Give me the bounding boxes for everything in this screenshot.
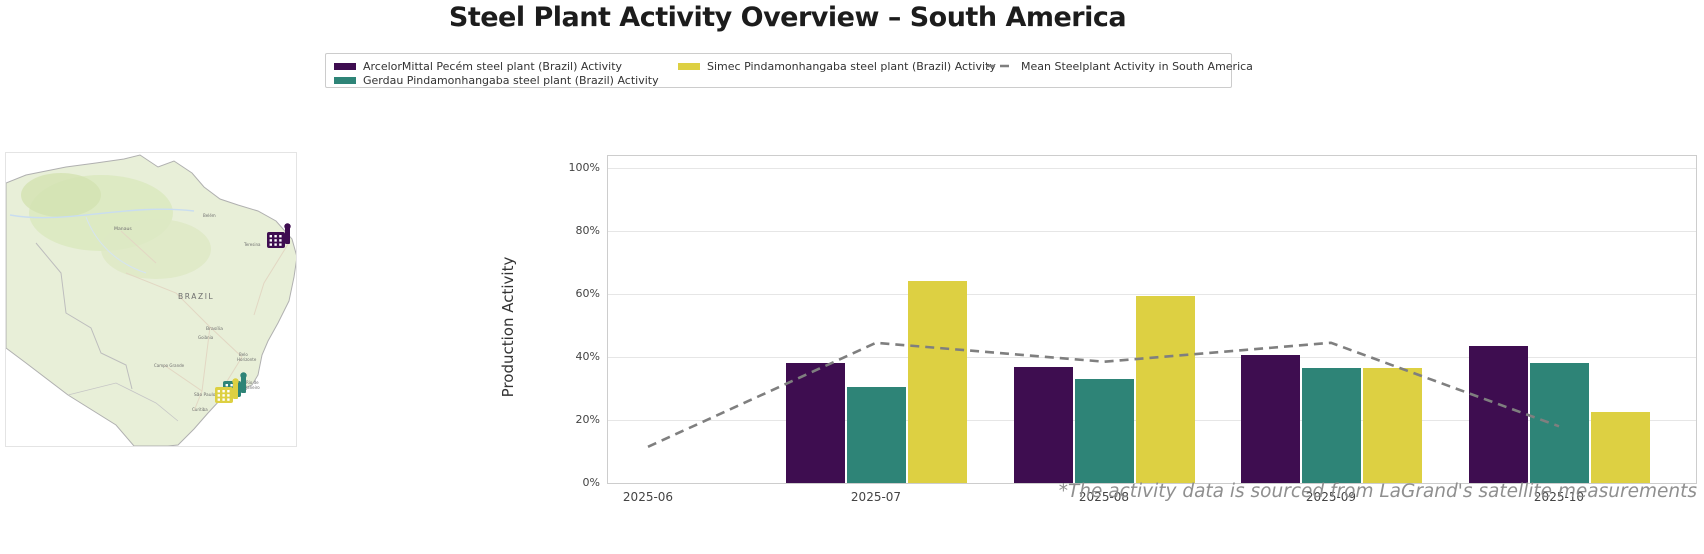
page-title: Steel Plant Activity Overview – South Am… bbox=[448, 2, 1127, 33]
map-label-rio-de-janeiro-2: Janeiro bbox=[245, 385, 260, 390]
brazil-map: Manaus Belém Teresina BRAZIL Brasília Go… bbox=[5, 152, 297, 447]
y-tick-label: 0% bbox=[582, 476, 600, 489]
map-label-teresina: Teresina bbox=[243, 242, 261, 247]
map-label-sao-paulo: São Paulo bbox=[194, 392, 216, 398]
country-border bbox=[67, 382, 179, 422]
map-label-campo-grande: Campo Grande bbox=[154, 363, 185, 368]
gridline bbox=[608, 230, 1696, 232]
y-tick-label: 100% bbox=[568, 161, 600, 174]
y-tick-label: 20% bbox=[575, 413, 600, 426]
bar-2025-09-series0 bbox=[1240, 355, 1300, 483]
gridline bbox=[608, 293, 1696, 295]
bar-2025-07-series1 bbox=[846, 386, 906, 483]
legend-label: Mean Steelplant Activity in South Americ… bbox=[1021, 59, 1253, 73]
map-label-belem: Belém bbox=[203, 213, 216, 218]
map-label-belo-horizonte: Belo bbox=[239, 352, 248, 357]
legend-item-simec: Simec Pindamonhangaba steel plant (Brazi… bbox=[678, 59, 996, 73]
legend-item-arcelormittal: ArcelorMittal Pecém steel plant (Brazil)… bbox=[334, 59, 623, 73]
y-tick-label: 60% bbox=[575, 287, 600, 300]
bar-2025-07-series2 bbox=[907, 281, 967, 483]
map-label-brazil: BRAZIL bbox=[178, 292, 214, 301]
bar-2025-10-series2 bbox=[1590, 412, 1650, 483]
legend-swatch-teal bbox=[334, 76, 356, 84]
legend-item-mean: Mean Steelplant Activity in South Americ… bbox=[986, 59, 1253, 73]
map-label-belo-horizonte-2: Horizonte bbox=[237, 357, 257, 362]
x-tick-label: 2025-06 bbox=[622, 490, 674, 504]
bar-2025-08-series1 bbox=[1074, 379, 1134, 483]
bar-2025-08-series2 bbox=[1135, 295, 1195, 483]
bar-chart-plot-area: 0% 20% 40% 60% 80% 100% 2025-06 2025-07 2025-08 2… bbox=[569, 155, 1697, 504]
gridline bbox=[608, 167, 1696, 169]
bar-2025-08-series0 bbox=[1013, 366, 1073, 483]
legend-label: Gerdau Pindamonhangaba steel plant (Braz… bbox=[363, 73, 659, 87]
brazil-map-svg: Manaus Belém Teresina BRAZIL Brasília Go… bbox=[6, 154, 296, 446]
map-label-rio-de-janeiro: Rio de bbox=[246, 380, 259, 385]
forest-patch bbox=[101, 219, 211, 279]
map-label-curitiba: Curitiba bbox=[192, 407, 208, 412]
map-label-brasilia: Brasília bbox=[206, 325, 223, 332]
legend-label: ArcelorMittal Pecém steel plant (Brazil)… bbox=[363, 59, 623, 73]
x-tick-label: 2025-09 bbox=[1305, 490, 1357, 504]
bar-2025-10-series1 bbox=[1529, 363, 1589, 483]
y-tick-label: 80% bbox=[575, 224, 600, 237]
legend-item-gerdau: Gerdau Pindamonhangaba steel plant (Braz… bbox=[334, 73, 659, 87]
bar-2025-09-series1 bbox=[1301, 368, 1361, 483]
legend-label: Simec Pindamonhangaba steel plant (Brazi… bbox=[707, 59, 996, 73]
x-tick-label: 2025-07 bbox=[850, 490, 902, 504]
forest-patch bbox=[21, 173, 101, 217]
footnote: *The activity data is sourced from LaGra… bbox=[1058, 481, 1697, 502]
y-axis-label: Production Activity bbox=[499, 256, 517, 398]
bar-2025-09-series2 bbox=[1362, 368, 1422, 483]
map-label-manaus: Manaus bbox=[114, 226, 132, 232]
dashed-line-icon bbox=[986, 63, 1014, 69]
y-tick-label: 40% bbox=[575, 350, 600, 363]
amazon-river bbox=[9, 208, 195, 219]
legend-swatch-purple bbox=[334, 62, 356, 70]
river bbox=[85, 216, 147, 274]
legend-swatch-yellow bbox=[678, 62, 700, 70]
chart-legend: ArcelorMittal Pecém steel plant (Brazil)… bbox=[325, 53, 1253, 88]
bar-2025-10-series0 bbox=[1468, 346, 1528, 483]
country-border bbox=[35, 242, 133, 390]
x-tick-label: 2025-10 bbox=[1533, 490, 1585, 504]
map-label-goiania: Goiânia bbox=[198, 335, 214, 340]
bar-2025-07-series0 bbox=[785, 363, 845, 483]
x-tick-label: 2025-08 bbox=[1078, 490, 1130, 504]
